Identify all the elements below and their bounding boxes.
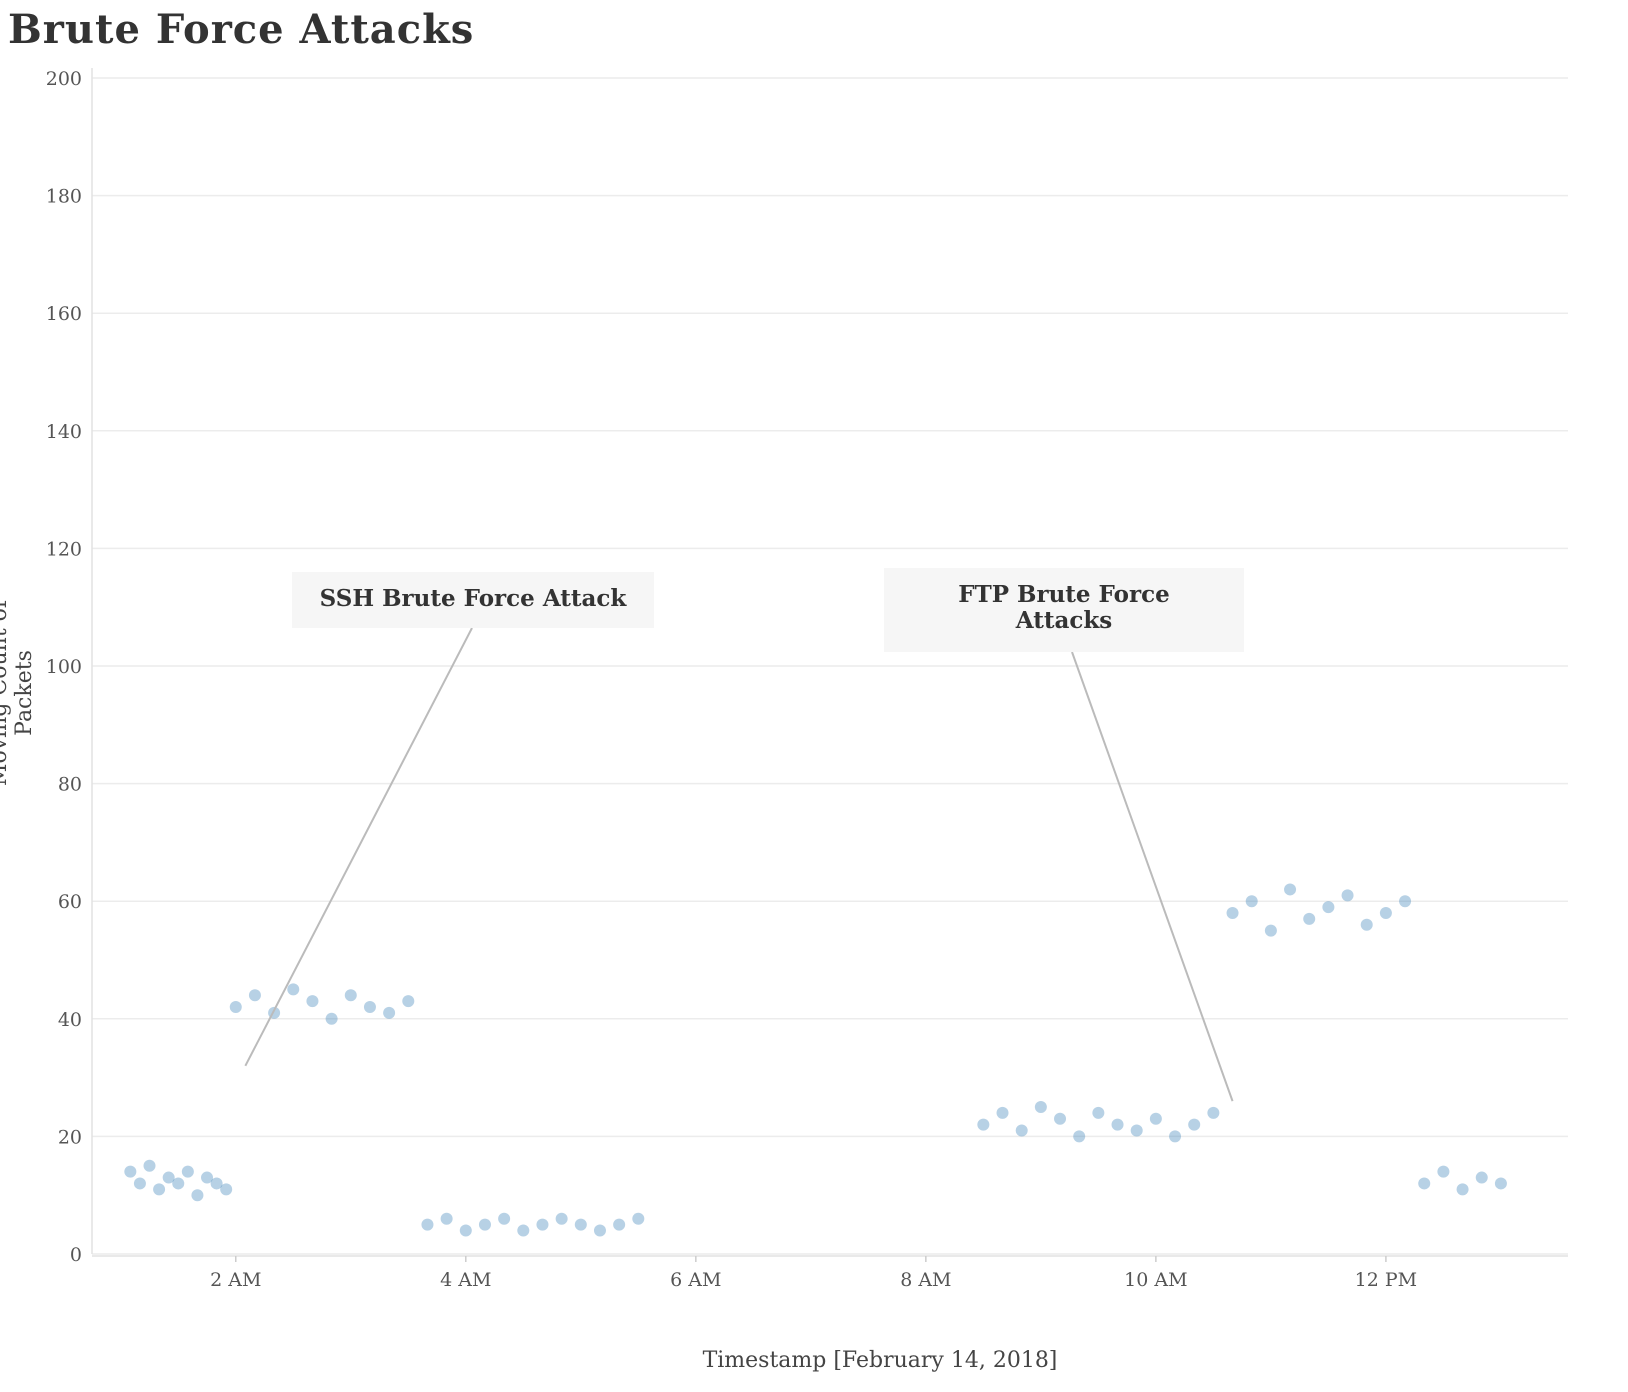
data-point	[162, 1171, 175, 1184]
data-point	[210, 1177, 223, 1190]
data-point	[1226, 906, 1239, 919]
data-point	[1015, 1124, 1028, 1137]
x-tick-label: 8 AM	[900, 1269, 951, 1291]
data-point	[1111, 1118, 1124, 1131]
data-point	[1149, 1112, 1162, 1125]
data-point	[287, 983, 300, 996]
y-tick-label: 140	[46, 421, 82, 443]
y-tick-label: 20	[58, 1126, 82, 1148]
data-point	[1456, 1183, 1469, 1196]
data-point	[1169, 1130, 1182, 1143]
annotations: SSH Brute Force Attack FTP Brute Force Att…	[244, 568, 1244, 1102]
data-point	[498, 1212, 511, 1225]
data-point	[1284, 883, 1297, 896]
data-point	[555, 1212, 568, 1225]
x-axis-label: Timestamp [February 14, 2018]	[702, 1348, 1058, 1373]
data-point	[1207, 1106, 1220, 1119]
data-point	[459, 1224, 472, 1237]
ssh-annotation-box	[292, 572, 654, 628]
data-point	[220, 1183, 233, 1196]
data-point	[133, 1177, 146, 1190]
data-points	[124, 883, 1507, 1237]
data-point	[478, 1218, 491, 1231]
data-point	[574, 1218, 587, 1231]
y-tick-label: 80	[58, 774, 82, 796]
data-point	[421, 1218, 434, 1231]
ftp-annotation-line	[1071, 651, 1234, 1102]
x-tick-label: 6 AM	[670, 1269, 721, 1291]
ftp-annotation-box	[884, 568, 1244, 652]
y-tick-label: 120	[46, 538, 82, 560]
data-point	[172, 1177, 185, 1190]
data-point	[1437, 1165, 1450, 1178]
data-point	[1341, 889, 1354, 902]
data-point	[1130, 1124, 1143, 1137]
y-tick-label: 100	[46, 656, 82, 678]
data-point	[1034, 1101, 1047, 1113]
y-tick-label: 40	[58, 1009, 82, 1031]
data-point	[306, 995, 319, 1008]
data-point	[143, 1159, 156, 1172]
data-point	[613, 1218, 626, 1231]
data-point	[383, 1006, 396, 1019]
y-tick-label: 200	[46, 68, 82, 90]
ssh-annotation-label: SSH Brute Force Attack	[320, 585, 628, 612]
x-tick-label: 2 AM	[210, 1269, 261, 1291]
y-tick-label: 0	[70, 1244, 82, 1266]
data-point	[1418, 1177, 1431, 1190]
ssh-annotation-line	[244, 627, 473, 1067]
data-point	[1475, 1171, 1488, 1184]
data-point	[536, 1218, 549, 1231]
y-tick-label: 160	[46, 303, 82, 325]
x-tick-label: 4 AM	[440, 1269, 491, 1291]
data-point	[1092, 1106, 1105, 1119]
data-point	[325, 1012, 338, 1025]
data-point	[201, 1171, 214, 1184]
data-point	[1399, 895, 1412, 908]
axes: 0 20 40 60 80 100 120 140 160 180 200 2 AM 4 AM 6 AM 8…	[46, 68, 1568, 1291]
data-point	[1494, 1177, 1507, 1190]
data-point	[1264, 924, 1277, 937]
data-point	[248, 989, 261, 1002]
data-point	[1303, 912, 1316, 925]
grid-lines	[92, 77, 1568, 1255]
data-point	[229, 1001, 242, 1014]
data-point	[440, 1212, 453, 1225]
chart-title: Brute Force Attacks	[8, 6, 475, 53]
y-tick-label: 180	[46, 186, 82, 208]
data-point	[996, 1106, 1009, 1119]
ftp-annotation-label: FTP Brute Force Attacks	[958, 581, 1169, 634]
data-point	[1188, 1118, 1201, 1131]
data-point	[1073, 1130, 1086, 1143]
data-point	[1322, 901, 1335, 914]
x-tick-label: 10 AM	[1124, 1269, 1187, 1291]
data-point	[977, 1118, 990, 1131]
data-point	[593, 1224, 606, 1237]
data-point	[402, 995, 415, 1008]
data-point	[153, 1183, 166, 1196]
data-point	[124, 1165, 137, 1178]
data-point	[191, 1189, 204, 1202]
data-point	[1054, 1112, 1067, 1125]
data-point	[632, 1212, 645, 1225]
data-point	[517, 1224, 530, 1237]
data-point	[344, 989, 357, 1002]
data-point	[181, 1165, 194, 1178]
y-tick-label: 60	[58, 891, 82, 913]
x-tick-label: 12 PM	[1355, 1269, 1417, 1291]
data-point	[1379, 906, 1392, 919]
data-point	[1245, 895, 1258, 908]
data-point	[1360, 918, 1373, 931]
data-point	[363, 1001, 376, 1014]
